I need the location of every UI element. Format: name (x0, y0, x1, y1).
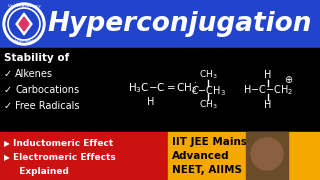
Bar (0, 0, 320, 48)
Text: Venus Academy: Venus Academy (7, 4, 41, 8)
Text: H: H (264, 70, 272, 80)
Text: NEET, AIIMS: NEET, AIIMS (172, 165, 242, 175)
Bar (246, 132, 288, 180)
Text: Advanced: Advanced (172, 151, 230, 161)
Text: ▶: ▶ (4, 154, 10, 163)
Text: Carbocations: Carbocations (15, 85, 79, 95)
Polygon shape (16, 13, 32, 35)
Circle shape (251, 138, 283, 170)
Text: H: H (147, 97, 155, 107)
Text: Hyperconjugation: Hyperconjugation (48, 11, 312, 37)
Text: Electromeric Effects: Electromeric Effects (13, 154, 116, 163)
Bar (0, 48, 320, 132)
Text: ▶: ▶ (4, 140, 10, 148)
Text: Hyderabad: Hyderabad (14, 39, 34, 43)
Text: CH$_3$: CH$_3$ (199, 69, 217, 81)
Text: ✓: ✓ (4, 69, 12, 79)
Polygon shape (19, 17, 29, 31)
Text: CH$_3$: CH$_3$ (199, 99, 217, 111)
Text: Inductomeric Effect: Inductomeric Effect (13, 140, 113, 148)
Text: $\dot{C}$$-$CH$_3$: $\dot{C}$$-$CH$_3$ (190, 82, 226, 98)
Text: ✓: ✓ (4, 101, 12, 111)
Bar (168, 132, 320, 180)
Text: Alkenes: Alkenes (15, 69, 53, 79)
Text: Free Radicals: Free Radicals (15, 101, 79, 111)
Text: H$_3$C$-$C$=$CH$_2$: H$_3$C$-$C$=$CH$_2$ (128, 81, 198, 95)
Text: Stability of: Stability of (4, 53, 69, 63)
Circle shape (6, 6, 42, 42)
Text: IIT JEE Mains: IIT JEE Mains (172, 137, 247, 147)
Bar (0, 132, 168, 180)
Text: Explained: Explained (13, 168, 69, 177)
Text: H$-$C$-$CH$_2$: H$-$C$-$CH$_2$ (243, 83, 293, 97)
Text: H: H (264, 100, 272, 110)
Text: ⊕: ⊕ (284, 75, 292, 85)
Circle shape (3, 3, 45, 45)
Text: ✓: ✓ (4, 85, 12, 95)
